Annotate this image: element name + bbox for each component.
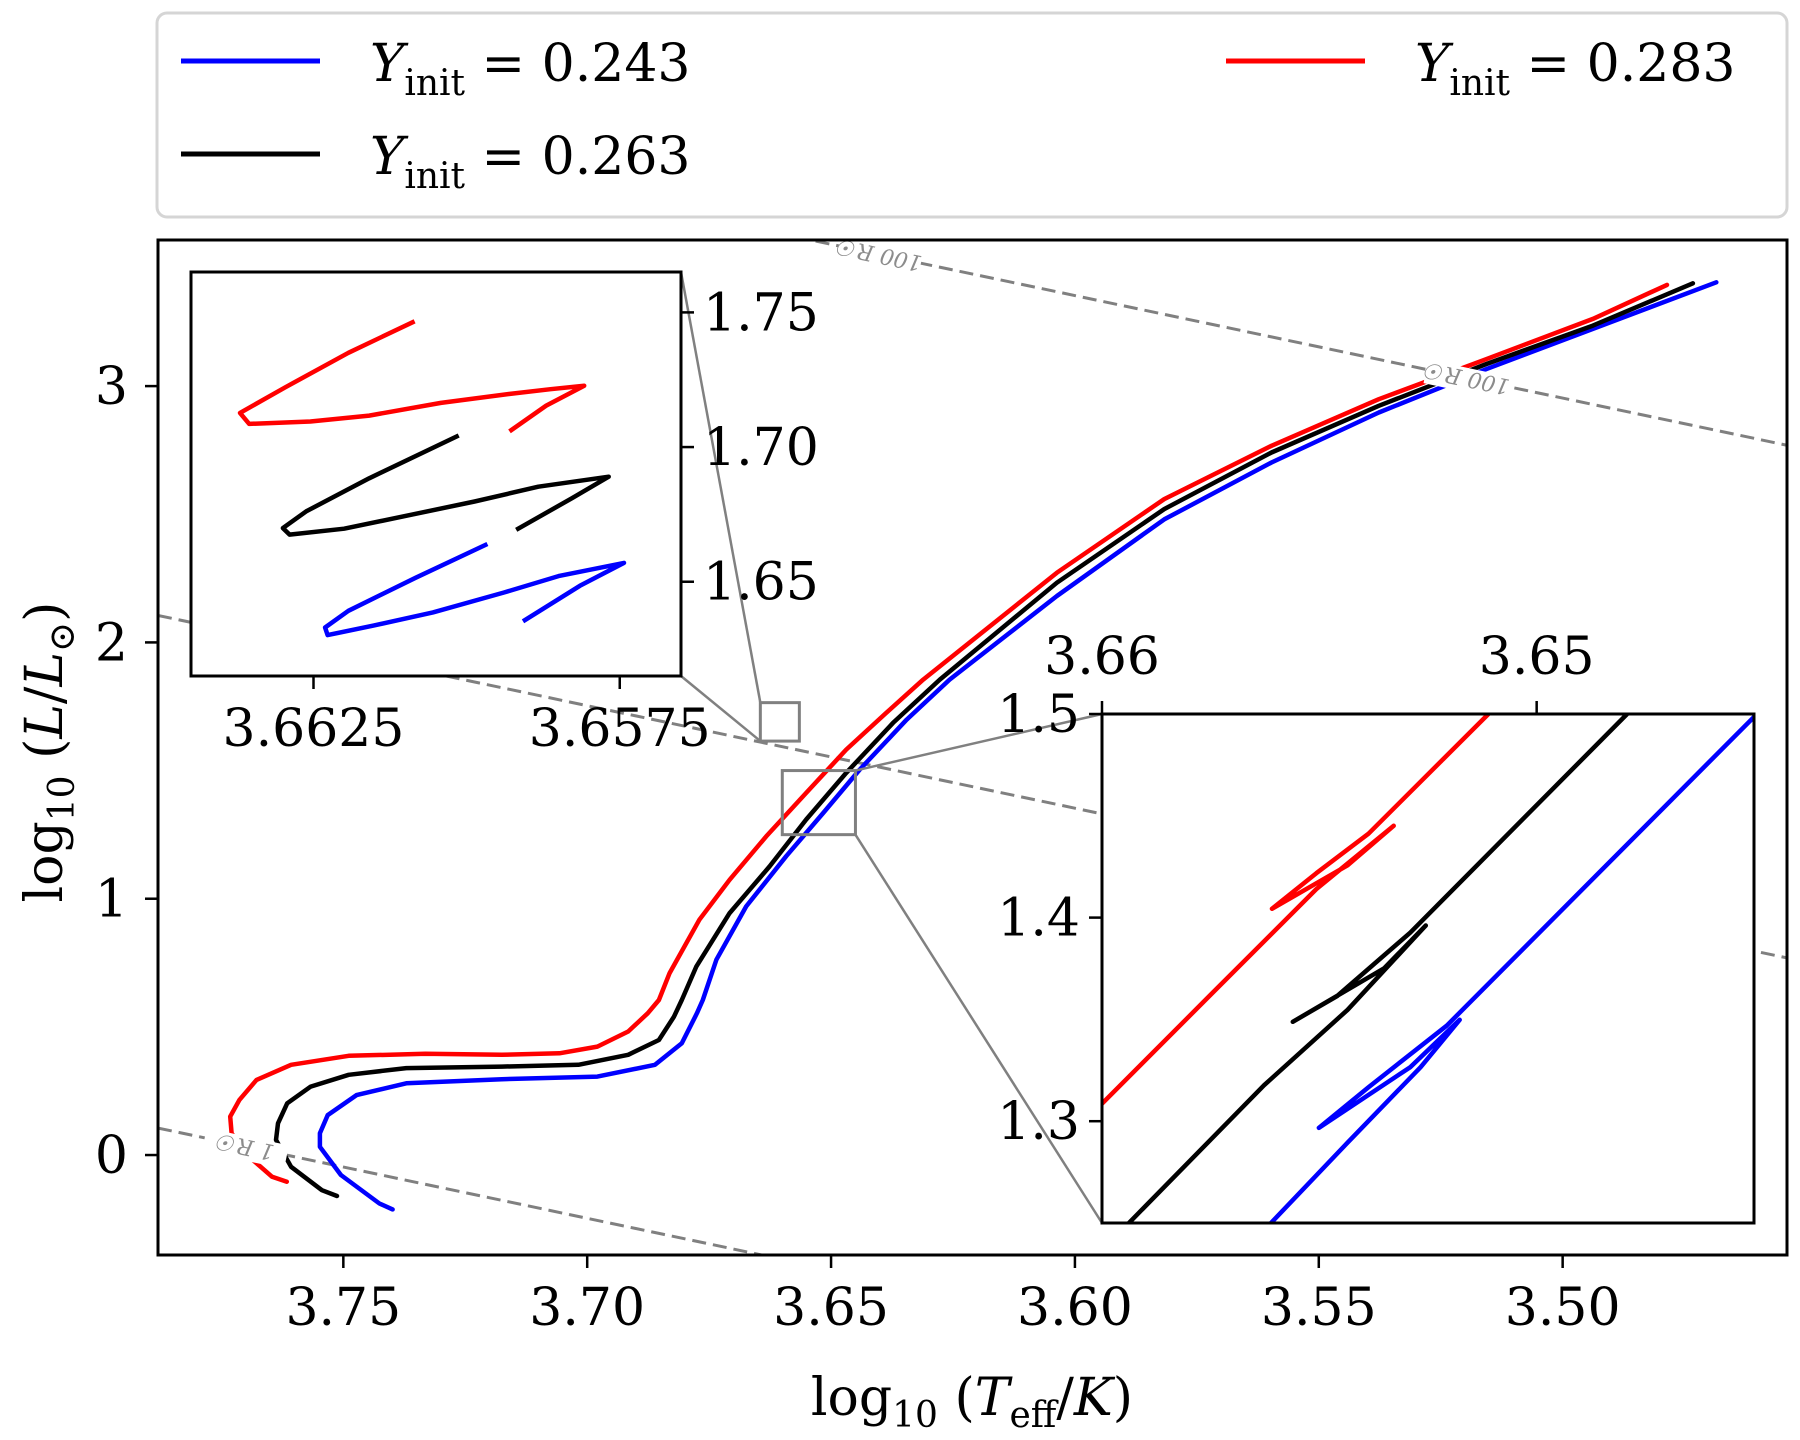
- series-line-0283: [227, 282, 1670, 1184]
- inset-top-left-frame: [189, 270, 683, 678]
- inset-connector-line: [854, 833, 1104, 1224]
- inset-y-tick-label: 1.65: [703, 553, 819, 613]
- inset-series-line-0283: [1102, 714, 1490, 1106]
- legend-entry: Yinit = 0.283: [1226, 34, 1736, 104]
- radius-line-100rsun: [803, 240, 1787, 447]
- inset-connector-line: [680, 675, 762, 743]
- inset-y-tick-label: 1.70: [703, 418, 819, 478]
- y-tick-label: 1: [95, 870, 128, 930]
- radius-label-bg: [835, 236, 923, 277]
- y-tick-label: 3: [95, 357, 128, 417]
- legend-label: Yinit = 0.243: [370, 34, 691, 104]
- inset-series-line-0243: [1268, 715, 1754, 1223]
- inset-y-tick-label: 1.5: [997, 685, 1080, 745]
- radius-label-bg: [1423, 359, 1511, 401]
- inset-y-tick-label: 1.3: [997, 1092, 1080, 1152]
- inset-series-line-0243: [322, 541, 627, 638]
- inset-x-tick-label: 3.6625: [223, 699, 405, 759]
- inset-bottom-right: 3.66 3.65 1.3 1.4 1.5: [997, 627, 1756, 1225]
- legend-label: Yinit = 0.283: [1415, 34, 1736, 104]
- y-tick-label: 2: [95, 613, 128, 673]
- inset-connector-line: [679, 271, 762, 703]
- inset-top-left-zoom-region: [758, 701, 801, 743]
- legend-frame: [155, 11, 1789, 219]
- x-tick-label: 3.70: [529, 1278, 645, 1338]
- y-tick-label: 0: [95, 1126, 128, 1186]
- inset-connector-line: [855, 712, 1103, 772]
- y-axis-label: log10 (L/L⊙): [15, 602, 83, 903]
- legend-entry: Yinit = 0.243: [181, 34, 691, 104]
- series-line-0243: [317, 280, 1719, 1212]
- x-tick-label: 3.55: [1261, 1278, 1377, 1338]
- x-tick-label: 3.75: [285, 1278, 401, 1338]
- inset-bottom-right-background: [1102, 714, 1754, 1223]
- radius-label-text: 1 R☉: [214, 1128, 276, 1165]
- inset-x-tick-label: 3.6575: [529, 699, 711, 759]
- x-tick-label: 3.50: [1505, 1278, 1621, 1338]
- inset-top-left: 3.6625 3.6575 1.65 1.70 1.75: [189, 270, 819, 759]
- legend-entry: Yinit = 0.263: [181, 127, 691, 197]
- inset-series-line-0263: [280, 433, 611, 537]
- legend: Yinit = 0.243 Yinit = 0.263 Yinit = 0.283: [155, 11, 1789, 219]
- x-tick-label: 3.65: [773, 1278, 889, 1338]
- inset-bottom-right-frame: [1100, 712, 1756, 1225]
- x-tick-label: 3.60: [1017, 1278, 1133, 1338]
- inset-y-tick-label: 1.75: [703, 283, 819, 343]
- inset-x-tick-label: 3.65: [1479, 627, 1595, 687]
- inset-top-left-background: [191, 272, 681, 676]
- inset-bottom-right-zoom-region: [780, 769, 857, 837]
- radius-line-1rsun: [158, 1126, 770, 1255]
- inset-series-line-0283: [237, 319, 587, 434]
- inset-x-tick-label: 3.66: [1044, 627, 1160, 687]
- legend-label: Yinit = 0.263: [370, 127, 691, 197]
- inset-series-line-0263: [1126, 714, 1629, 1223]
- inset-y-tick-label: 1.4: [997, 889, 1080, 949]
- x-axis-label: log10 (Teff/K): [811, 1368, 1133, 1436]
- radius-label-bg: [201, 1128, 289, 1169]
- main-axes-frame: [156, 238, 1789, 1257]
- series-line-0263: [273, 281, 1696, 1199]
